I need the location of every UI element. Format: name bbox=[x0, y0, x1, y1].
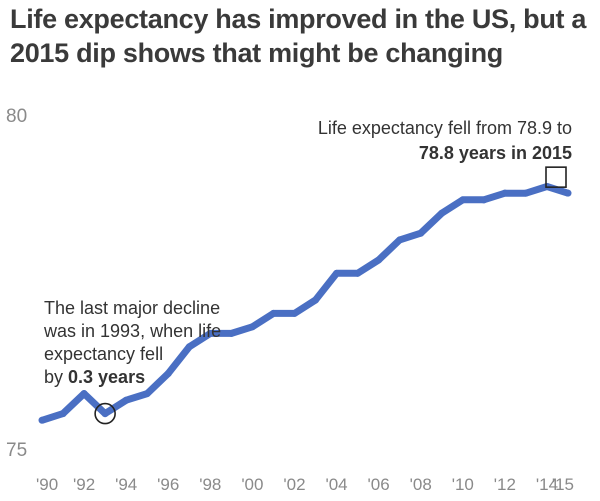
data-point-2006 bbox=[375, 256, 383, 264]
data-point-2012 bbox=[501, 189, 509, 197]
x-tick-label-2014: '14 bbox=[536, 475, 558, 494]
data-point-1999 bbox=[227, 329, 235, 337]
data-point-2001 bbox=[269, 309, 277, 317]
data-point-1994 bbox=[122, 396, 130, 404]
y-axis-ticks: 75 80 bbox=[6, 106, 27, 461]
y-tick-label-75: 75 bbox=[6, 440, 27, 461]
decline-annotation-bold: 0.3 years bbox=[68, 367, 145, 387]
decline-annotation-line-3: expectancy fell bbox=[44, 344, 163, 364]
series-line bbox=[40, 183, 570, 424]
x-axis-ticks: '90 '92 '94 '96 '98 '00 '02 '04 '06 '08 '10 '12 '14'… bbox=[36, 475, 574, 494]
data-point-1998 bbox=[206, 329, 214, 337]
data-point-2000 bbox=[248, 323, 256, 331]
x-tick-label-2000: '00 bbox=[241, 475, 263, 494]
data-points bbox=[38, 182, 572, 424]
x-tick-label-2006: '06 bbox=[368, 475, 390, 494]
dip-annotation-line-1: Life expectancy fell from 78.9 to bbox=[318, 118, 572, 138]
data-point-2015 bbox=[564, 189, 572, 197]
data-point-1991 bbox=[59, 410, 67, 418]
x-tick-label-2002: '02 bbox=[283, 475, 305, 494]
decline-annotation-line-2: was in 1993, when life bbox=[43, 321, 221, 341]
decline-annotation-line-4: by 0.3 years bbox=[44, 367, 145, 387]
x-tick-label-2015: '15 bbox=[552, 475, 574, 494]
data-point-1992 bbox=[80, 390, 88, 398]
decline-annotation-line-1: The last major decline bbox=[44, 298, 220, 318]
decline-marker-circle bbox=[94, 402, 116, 425]
data-point-2011 bbox=[480, 196, 488, 204]
x-tick-label-1992: '92 bbox=[73, 475, 95, 494]
x-tick-label-2004: '04 bbox=[325, 475, 347, 494]
data-point-2010 bbox=[459, 196, 467, 204]
data-point-2007 bbox=[396, 236, 404, 244]
data-point-2009 bbox=[438, 209, 446, 217]
dip-annotation-line-2: 78.8 years in 2015 bbox=[419, 143, 572, 163]
data-point-2004 bbox=[333, 269, 341, 277]
decline-annotation-prefix: by bbox=[44, 367, 68, 387]
decline-annotation: The last major decline was in 1993, when… bbox=[43, 298, 221, 387]
x-tick-label-1994: '94 bbox=[115, 475, 137, 494]
dip-annotation: Life expectancy fell from 78.9 to 78.8 y… bbox=[318, 118, 572, 163]
chart-title: Life expectancy has improved in the US, … bbox=[10, 4, 587, 68]
data-point-2013 bbox=[522, 189, 530, 197]
dip-marker-square bbox=[545, 166, 567, 188]
x-tick-label-1990: '90 bbox=[36, 475, 58, 494]
data-point-1990 bbox=[38, 416, 46, 424]
data-point-2008 bbox=[417, 229, 425, 237]
data-point-1993 bbox=[101, 410, 109, 418]
data-point-2003 bbox=[312, 296, 320, 304]
x-tick-label-1996: '96 bbox=[157, 475, 179, 494]
x-tick-label-2010: '10 bbox=[452, 475, 474, 494]
y-tick-label-80: 80 bbox=[6, 106, 27, 127]
data-point-2005 bbox=[354, 269, 362, 277]
x-tick-label-1998: '98 bbox=[199, 475, 221, 494]
data-point-1996 bbox=[164, 370, 172, 378]
data-point-1997 bbox=[185, 343, 193, 351]
data-point-2002 bbox=[290, 309, 298, 317]
x-tick-label-2008: '08 bbox=[410, 475, 432, 494]
data-point-1995 bbox=[143, 390, 151, 398]
x-tick-label-2012: '12 bbox=[494, 475, 516, 494]
